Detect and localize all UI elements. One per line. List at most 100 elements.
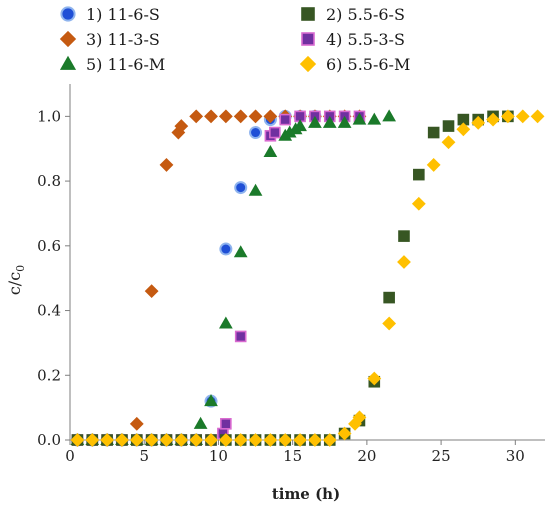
data-point xyxy=(279,113,292,126)
series-3 xyxy=(70,109,367,447)
data-point xyxy=(174,433,189,447)
x-tick-label: 20 xyxy=(357,447,376,465)
data-point xyxy=(248,183,263,196)
data-point xyxy=(427,126,440,139)
data-point xyxy=(174,119,189,133)
data-point xyxy=(234,330,247,343)
data-point xyxy=(248,109,263,124)
square-marker xyxy=(301,32,315,46)
data-point xyxy=(248,433,263,447)
diamond-marker xyxy=(299,55,317,73)
data-point xyxy=(204,109,218,124)
data-point xyxy=(85,433,100,447)
data-point xyxy=(398,230,410,242)
data-point xyxy=(144,284,159,299)
x-tick-label: 10 xyxy=(209,447,228,465)
data-point xyxy=(442,120,455,132)
y-tick-label: 1.0 xyxy=(37,107,61,125)
data-point xyxy=(337,115,352,128)
data-point xyxy=(189,109,204,124)
y-tick-label: 0.2 xyxy=(37,366,61,384)
data-point xyxy=(233,433,248,447)
data-point xyxy=(233,245,248,258)
data-point xyxy=(129,416,144,431)
x-tick-label: 15 xyxy=(283,447,302,465)
data-point xyxy=(159,158,174,172)
series-2 xyxy=(71,110,514,446)
data-point xyxy=(193,416,208,429)
data-point xyxy=(352,410,367,425)
data-point xyxy=(218,433,233,447)
legend-item-series-4: 4) 5.5-3-S xyxy=(298,29,405,49)
legend-marker-diamond-icon xyxy=(299,55,317,73)
data-point xyxy=(293,433,307,447)
data-point xyxy=(70,433,85,447)
data-point xyxy=(322,433,337,447)
data-point xyxy=(189,433,204,447)
data-point xyxy=(263,109,278,124)
data-point xyxy=(100,433,115,447)
series-5 xyxy=(70,109,397,445)
data-point xyxy=(441,135,456,150)
circle-marker xyxy=(60,6,76,22)
series-1 xyxy=(70,109,322,447)
x-tick-label: 0 xyxy=(65,447,75,465)
data-point xyxy=(218,109,233,124)
data-point xyxy=(219,242,233,256)
triangle-marker xyxy=(59,55,77,70)
legend-item-series-1: 1) 11-6-S xyxy=(58,4,160,24)
data-point xyxy=(382,316,397,331)
y-axis-title-subscript: 0 xyxy=(14,265,27,272)
legend-item-series-2: 2) 5.5-6-S xyxy=(298,4,405,24)
x-axis-title: time (h) xyxy=(272,485,340,503)
y-tick-label: 0.4 xyxy=(37,302,61,320)
data-point xyxy=(293,119,307,132)
legend-marker-square-icon xyxy=(301,32,315,46)
data-point xyxy=(486,112,500,127)
data-point xyxy=(233,109,248,124)
legend-label: 1) 11-6-S xyxy=(86,4,160,24)
legend: 1) 11-6-S 2) 5.5-6-S 3) 11-3-S 4) 5.5-3-… xyxy=(0,0,550,80)
data-point xyxy=(308,115,322,128)
data-point xyxy=(530,109,545,124)
data-point xyxy=(471,115,486,130)
data-point xyxy=(263,433,278,447)
square-marker xyxy=(301,7,315,21)
y-axis-title-main: c/c xyxy=(5,272,24,295)
legend-label: 3) 11-3-S xyxy=(86,29,160,49)
data-point xyxy=(352,112,367,125)
data-point xyxy=(413,168,425,181)
data-point xyxy=(500,109,515,124)
axes xyxy=(65,84,545,445)
data-point xyxy=(159,433,174,447)
legend-label: 2) 5.5-6-S xyxy=(326,4,405,24)
y-tick-label: 0.0 xyxy=(37,431,61,449)
data-point xyxy=(456,122,471,137)
data-marks xyxy=(70,109,545,447)
legend-label: 5) 11-6-M xyxy=(86,54,166,74)
series-4 xyxy=(71,110,366,446)
legend-marker-triangle-icon xyxy=(59,55,77,70)
x-tick-label: 25 xyxy=(432,447,451,465)
data-point xyxy=(234,181,248,195)
data-point xyxy=(218,316,233,329)
legend-marker-diamond-icon xyxy=(59,30,77,48)
data-point xyxy=(144,433,159,447)
data-point xyxy=(220,418,232,430)
data-point xyxy=(308,433,322,447)
data-point xyxy=(204,394,218,407)
legend-label: 4) 5.5-3-S xyxy=(326,29,405,49)
y-tick-label: 0.6 xyxy=(37,237,61,255)
x-tick-label: 30 xyxy=(506,447,525,465)
data-point xyxy=(115,433,129,447)
legend-marker-circle-icon xyxy=(60,6,76,22)
data-point xyxy=(367,371,382,386)
data-point xyxy=(278,433,293,447)
data-point xyxy=(249,126,263,140)
data-point xyxy=(367,112,382,125)
y-axis-title: c/c0 xyxy=(5,265,27,295)
data-point xyxy=(426,158,441,172)
data-point xyxy=(129,433,144,447)
